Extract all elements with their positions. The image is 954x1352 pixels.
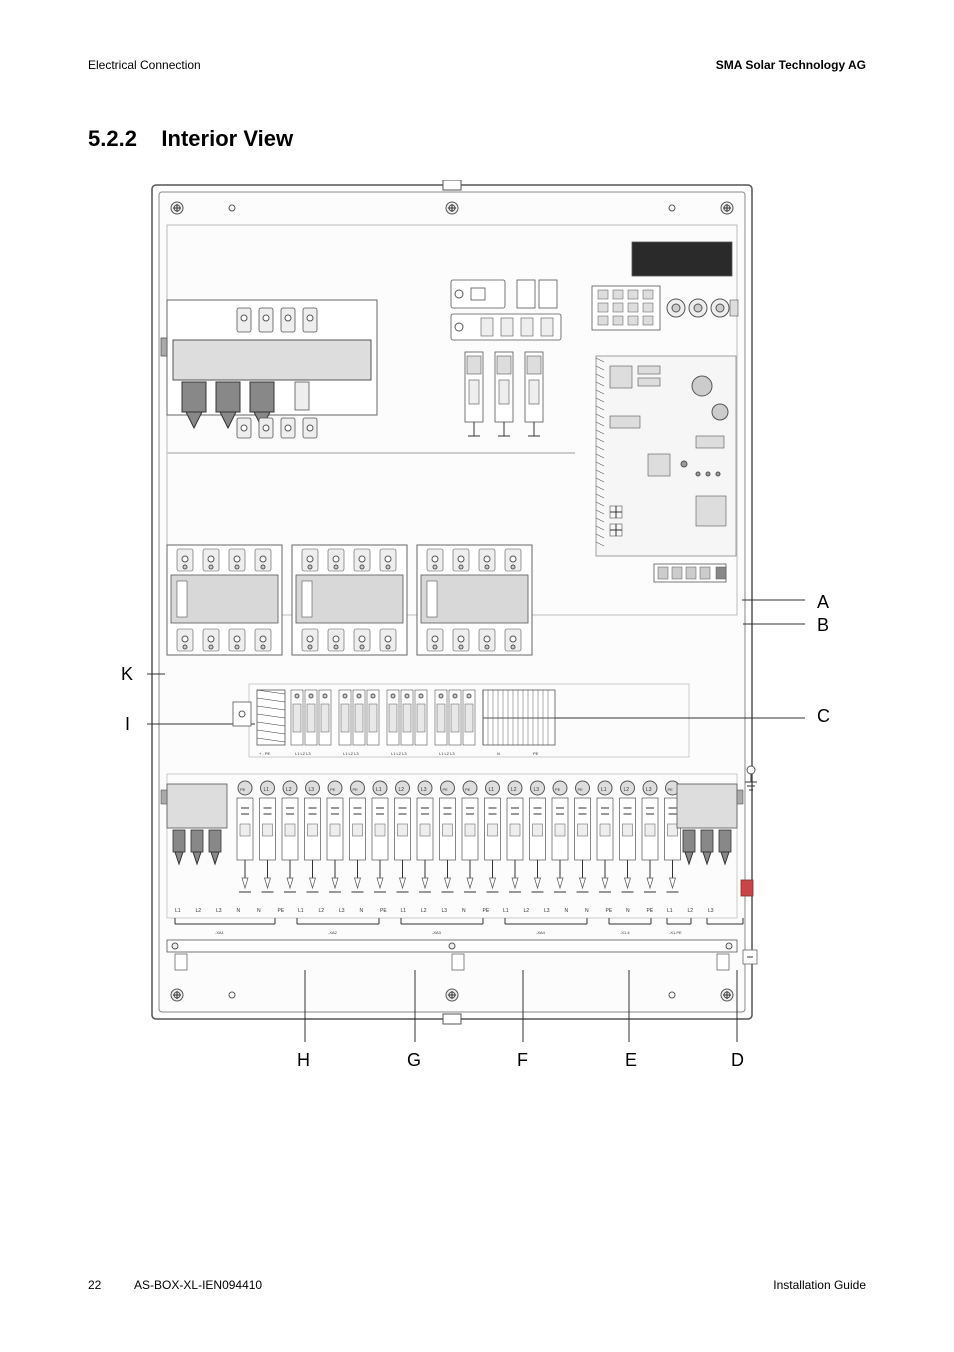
callout-D: D xyxy=(731,1050,744,1071)
svg-text:L3: L3 xyxy=(534,787,540,793)
page-number: 22 xyxy=(88,1278,101,1292)
svg-text:L1 L2 L3: L1 L2 L3 xyxy=(391,751,407,756)
svg-text:L1: L1 xyxy=(667,908,673,914)
svg-text:L2: L2 xyxy=(421,908,427,914)
callout-F: F xyxy=(517,1050,528,1071)
section-title-text: Interior View xyxy=(161,126,293,151)
svg-text:L3: L3 xyxy=(339,908,345,914)
svg-text:PE: PE xyxy=(668,787,674,792)
svg-text:PE: PE xyxy=(606,908,613,914)
svg-text:N: N xyxy=(237,908,241,914)
svg-text:PE: PE xyxy=(380,908,387,914)
callout-K: K xyxy=(121,664,133,685)
svg-text:L2: L2 xyxy=(624,787,630,793)
svg-text:-XA4: -XA4 xyxy=(536,930,546,935)
svg-text:L2: L2 xyxy=(286,787,292,793)
svg-text:L3: L3 xyxy=(544,908,550,914)
svg-text:N: N xyxy=(257,908,261,914)
svg-text:L3: L3 xyxy=(309,787,315,793)
svg-text:L1: L1 xyxy=(264,787,270,793)
svg-text:PE: PE xyxy=(353,787,359,792)
page-header: Electrical Connection SMA Solar Technolo… xyxy=(88,58,866,72)
svg-text:L2: L2 xyxy=(399,787,405,793)
svg-text:L1: L1 xyxy=(601,787,607,793)
svg-text:L2: L2 xyxy=(688,908,694,914)
callout-A: A xyxy=(817,592,829,613)
svg-text:PE: PE xyxy=(240,787,246,792)
section-number: 5.2.2 xyxy=(88,126,137,151)
svg-text:N: N xyxy=(585,908,589,914)
svg-text:PE: PE xyxy=(533,751,539,756)
callout-E: E xyxy=(625,1050,637,1071)
svg-text:L3: L3 xyxy=(708,908,714,914)
callout-B: B xyxy=(817,615,829,636)
svg-text:N: N xyxy=(497,751,500,756)
svg-text:L3: L3 xyxy=(216,908,222,914)
svg-text:N: N xyxy=(360,908,364,914)
svg-text:L2: L2 xyxy=(511,787,517,793)
svg-text:L1: L1 xyxy=(175,908,181,914)
svg-text:PE: PE xyxy=(578,787,584,792)
callout-C: C xyxy=(817,706,830,727)
svg-text:PE: PE xyxy=(483,908,490,914)
guide-label: Installation Guide xyxy=(773,1278,866,1292)
header-left: Electrical Connection xyxy=(88,58,201,72)
callout-I: I xyxy=(125,714,130,735)
page: Electrical Connection SMA Solar Technolo… xyxy=(0,0,954,1352)
svg-text:L3: L3 xyxy=(421,787,427,793)
svg-text:PE: PE xyxy=(443,787,449,792)
header-right: SMA Solar Technology AG xyxy=(716,58,866,72)
svg-text:L1: L1 xyxy=(503,908,509,914)
svg-text:L1 L2 L3: L1 L2 L3 xyxy=(295,751,311,756)
svg-text:PE: PE xyxy=(330,787,336,792)
svg-text:PE: PE xyxy=(555,787,561,792)
svg-text:N: N xyxy=(462,908,466,914)
svg-text:+ - PE: + - PE xyxy=(259,751,271,756)
svg-text:L2: L2 xyxy=(196,908,202,914)
doc-id: AS-BOX-XL-IEN094410 xyxy=(134,1278,262,1292)
svg-text:PE: PE xyxy=(278,908,285,914)
svg-text:-XA1: -XA1 xyxy=(215,930,225,935)
svg-text:N: N xyxy=(565,908,569,914)
callout-H: H xyxy=(297,1050,310,1071)
svg-text:L1: L1 xyxy=(376,787,382,793)
svg-text:L1: L1 xyxy=(298,908,304,914)
svg-text:-XA2: -XA2 xyxy=(328,930,338,935)
svg-text:-X1.PE: -X1.PE xyxy=(669,930,682,935)
svg-text:L3: L3 xyxy=(442,908,448,914)
callout-G: G xyxy=(407,1050,421,1071)
svg-text:PE: PE xyxy=(647,908,654,914)
svg-text:L1: L1 xyxy=(489,787,495,793)
page-footer: 22 AS-BOX-XL-IEN094410 Installation Guid… xyxy=(88,1278,866,1292)
svg-text:-X1.4: -X1.4 xyxy=(620,930,630,935)
section-heading: 5.2.2 Interior View xyxy=(88,126,866,152)
svg-text:L2: L2 xyxy=(319,908,325,914)
svg-text:L2: L2 xyxy=(524,908,530,914)
svg-text:PE: PE xyxy=(465,787,471,792)
svg-text:L1 L2 L3: L1 L2 L3 xyxy=(343,751,359,756)
svg-text:L1: L1 xyxy=(401,908,407,914)
svg-text:N: N xyxy=(626,908,630,914)
svg-text:L3: L3 xyxy=(646,787,652,793)
svg-text:L1 L2 L3: L1 L2 L3 xyxy=(439,751,455,756)
svg-text:-XA3: -XA3 xyxy=(432,930,442,935)
figure-interior-view: + - PE L1 L2 L3 L1 L2 L3 L1 L2 L3 L1 L2 L3 N P… xyxy=(147,180,807,1060)
